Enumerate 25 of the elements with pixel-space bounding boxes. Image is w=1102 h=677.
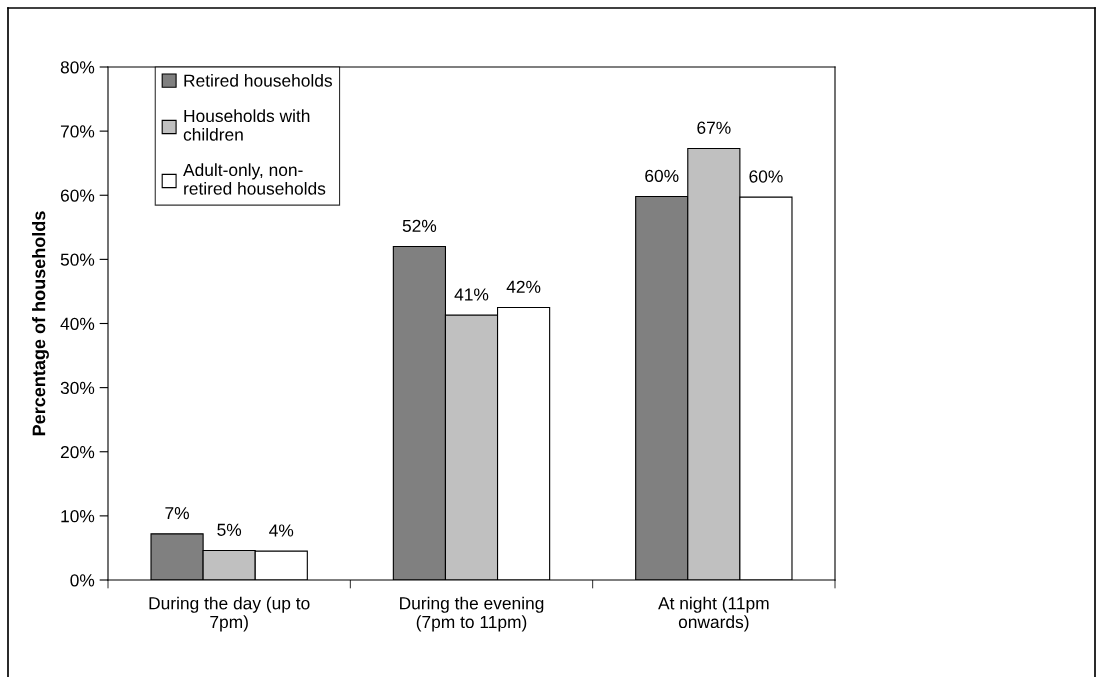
y-tick-label: 10% bbox=[61, 510, 95, 523]
data-label: 42% bbox=[506, 280, 541, 293]
data-label: 5% bbox=[217, 523, 242, 536]
y-axis-title: Percentage of households bbox=[32, 211, 49, 436]
data-label: 52% bbox=[402, 219, 437, 233]
y-tick-label: 0% bbox=[70, 574, 95, 587]
y-tick-label: 30% bbox=[60, 381, 95, 395]
data-label: 4% bbox=[269, 524, 294, 537]
legend-label: Retired households bbox=[184, 74, 332, 87]
data-label: 7% bbox=[165, 507, 189, 520]
x-tick-label: During the evening (7pm to 11pm) bbox=[400, 596, 544, 632]
y-tick-label: 40% bbox=[60, 317, 95, 330]
data-label: 60% bbox=[749, 170, 783, 183]
y-tick-label: 50% bbox=[60, 253, 95, 266]
y-tick-label: 70% bbox=[60, 125, 95, 138]
data-label: 67% bbox=[697, 121, 731, 134]
y-tick-label: 20% bbox=[60, 445, 95, 459]
data-label: 41% bbox=[454, 288, 489, 301]
y-tick-label: 60% bbox=[60, 189, 95, 202]
x-tick-label: At night (11pm onwards) bbox=[658, 596, 769, 632]
legend-label: Households with children bbox=[183, 109, 310, 141]
legend-label: Adult-only, non- retired households bbox=[183, 163, 326, 195]
data-label: 60% bbox=[645, 169, 679, 182]
y-tick-label: 80% bbox=[60, 61, 95, 74]
x-tick-label: During the day (up to 7pm) bbox=[149, 596, 310, 632]
